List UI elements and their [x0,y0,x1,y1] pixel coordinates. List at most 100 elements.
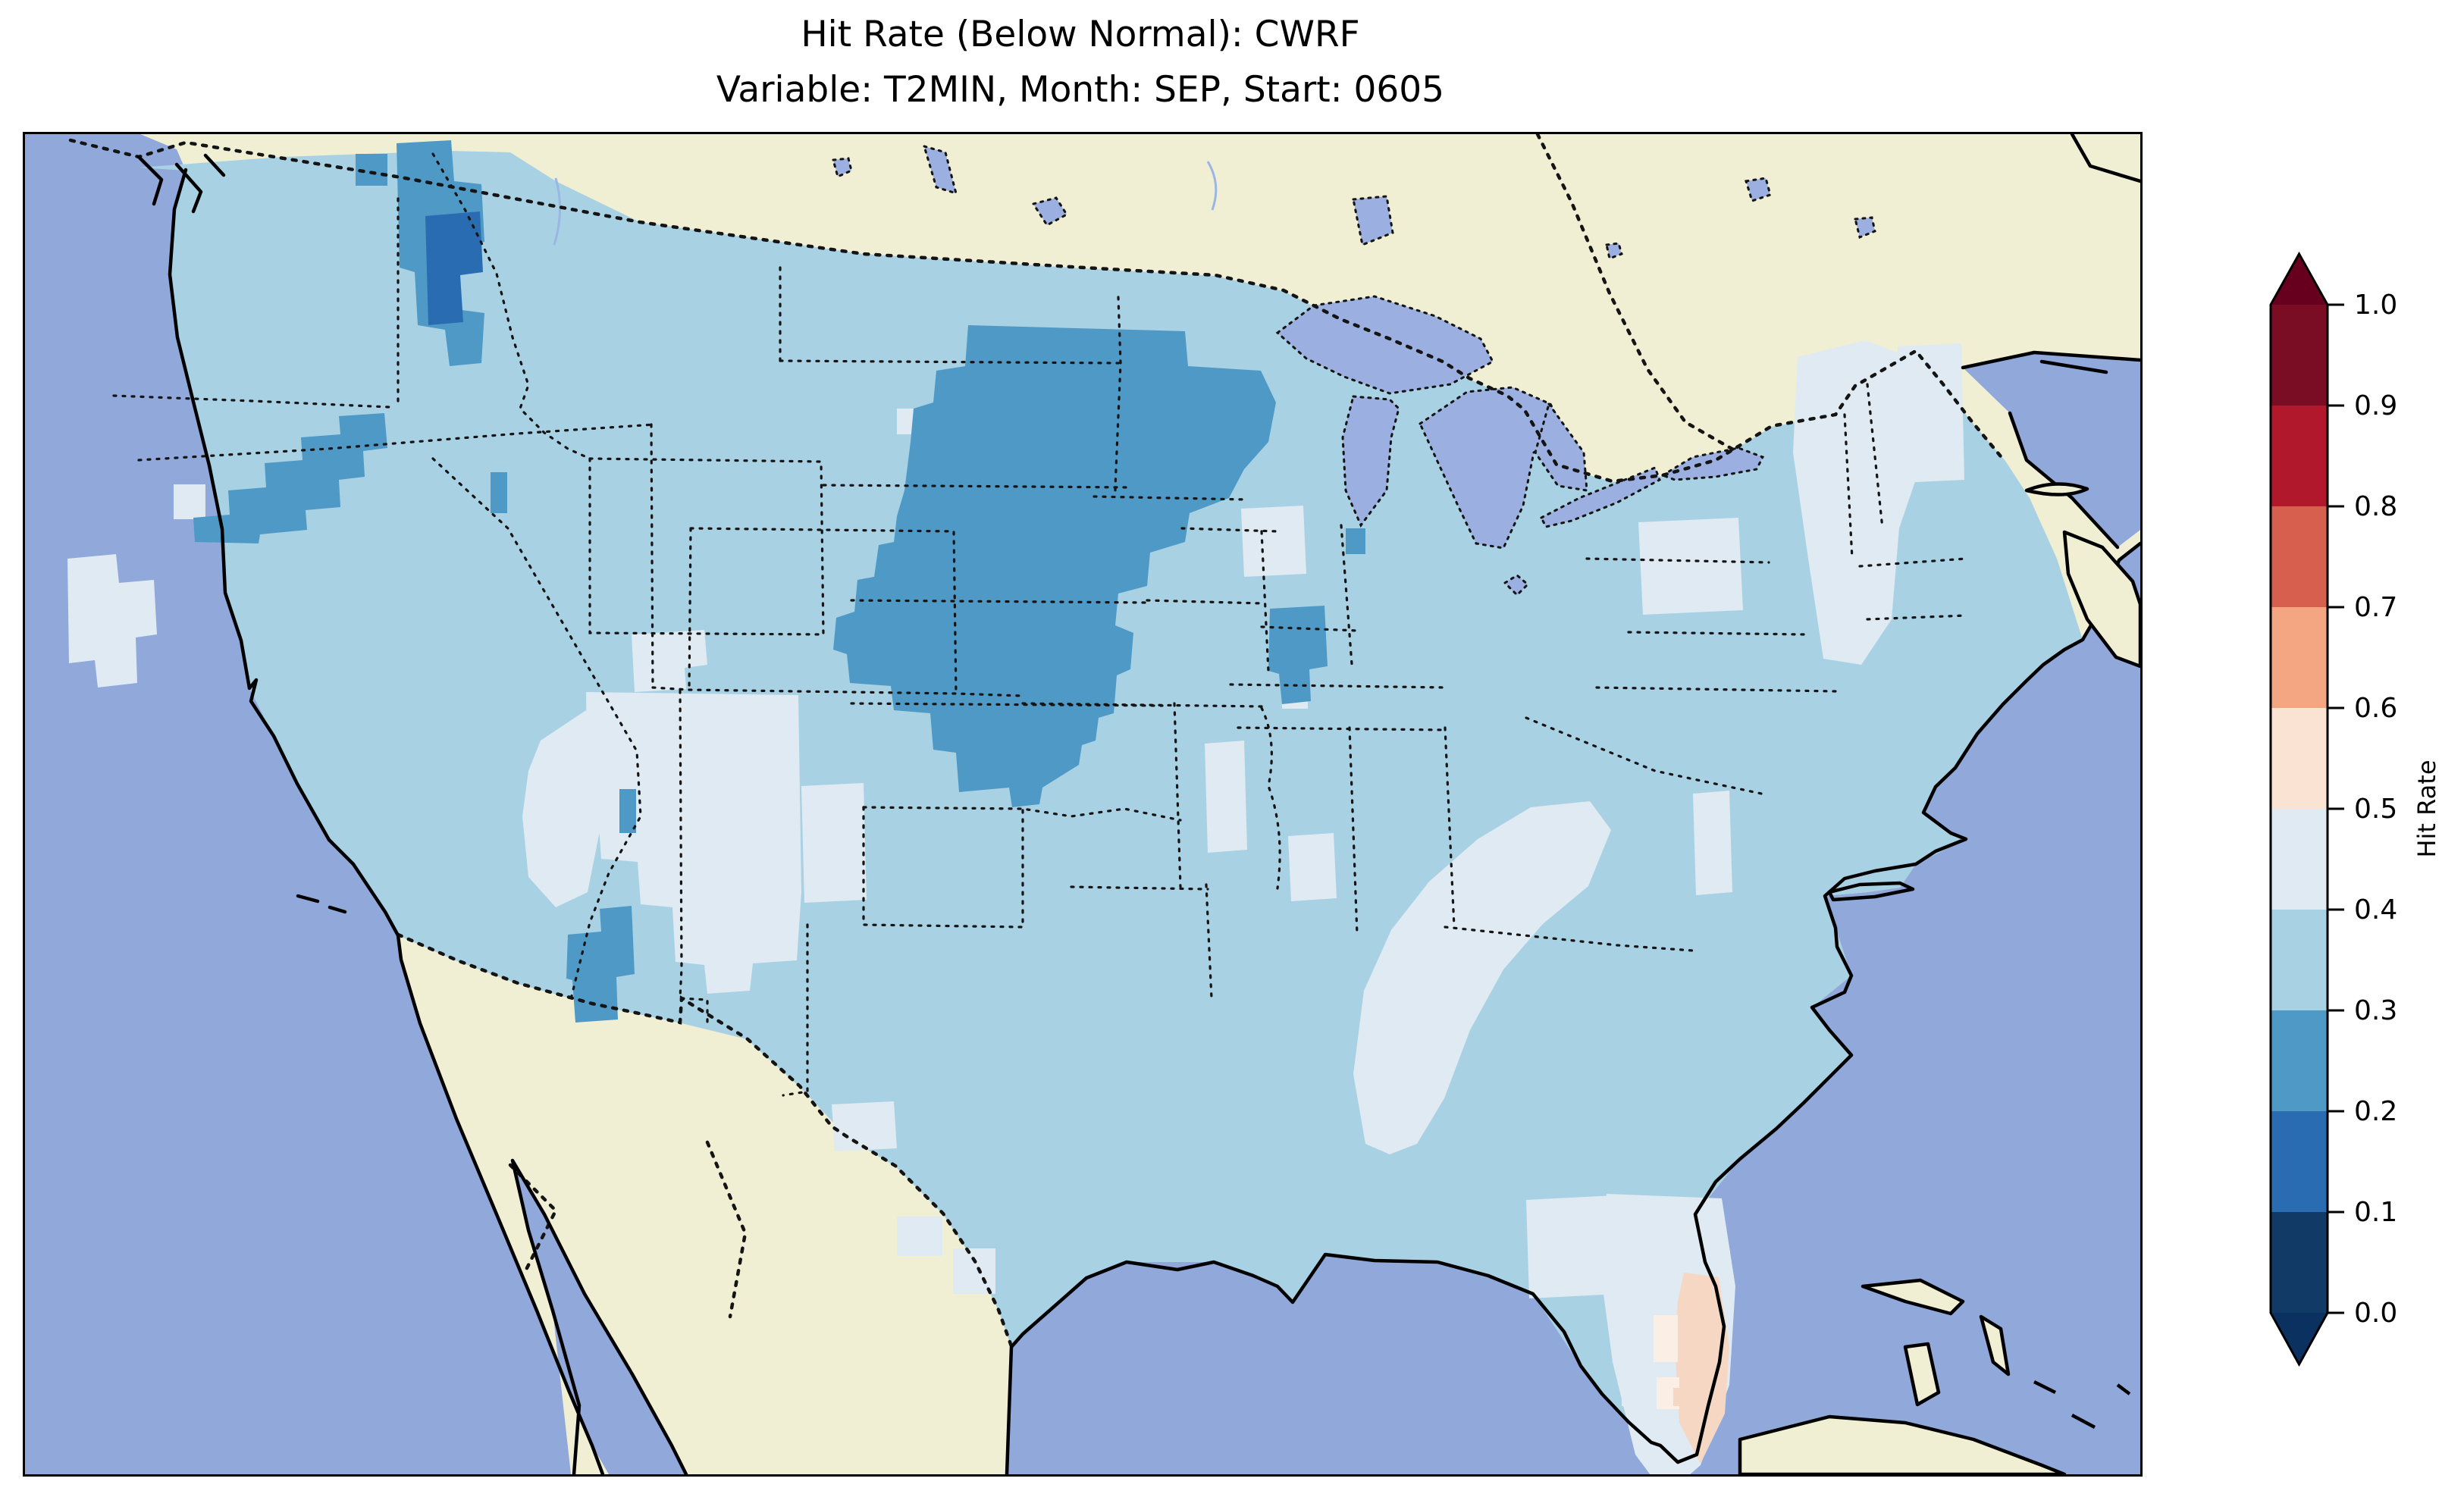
border-mexico-states-2 [705,1140,748,1319]
cuba [1738,1414,2067,1474]
patch-arizona-highlands [522,710,603,907]
border-mi-south [1260,625,1359,632]
colorbar-segment [2271,1010,2328,1111]
lake-superior [1275,295,1495,395]
colorbar-segments [2269,251,2329,1367]
lake-michigan [1341,395,1400,528]
tick-label: 0.3 [2354,995,2397,1026]
patch-west-texas [801,783,867,903]
colorbar-ticks [2328,303,2344,1314]
border-ny-vt [1843,413,1854,560]
coast-puget-sound [136,153,226,214]
colorbar-segment [2271,305,2328,406]
coast-long-island [1827,881,1915,902]
border-nc-sc [1525,716,1763,795]
border-37n [651,686,1024,697]
patch-oregon-idaho-band [193,413,387,543]
patch-ocean-cell-pale-1 [1622,1388,1643,1406]
patch-new-england [1793,340,1925,665]
rivers [553,161,1218,246]
colorbar-segment [2271,1212,2328,1313]
border-va-nc [1595,686,1837,693]
colorbar-segment [2271,406,2328,506]
patch-south-utah [632,630,707,692]
border-nv-ca [431,457,642,1004]
colorbar-arrow-over [2271,254,2328,305]
patch-central-texas [832,1101,897,1151]
lakes [832,144,1876,597]
patch-texas-coast-cell-1 [897,1217,942,1256]
patch-michigan-cell-1 [1241,506,1306,577]
figure-title: Hit Rate (Below Normal): CWRF Variable: … [23,8,2138,118]
tick-label: 0.8 [2354,491,2397,522]
border-al-ga [1444,726,1456,929]
border-ct-ma [1866,614,1967,621]
us-data-region [139,151,2083,1445]
patch-maine-center [1898,343,1964,483]
patch-las-vegas-cell [619,789,636,833]
border-ks-ok [850,702,1164,707]
border-id-mt [431,152,591,460]
border-tn-north [1229,683,1447,689]
border-tx-panhandle [862,806,1024,929]
patch-ocean-cell-pink [1673,1388,1694,1406]
patch-ohio-indiana [1268,606,1328,704]
patch-nw-border-cell [356,154,387,186]
border-nv-ut [650,423,654,689]
coast-anticosti [2039,359,2108,374]
border-ma-north [1858,557,1967,568]
hit-rate-patches [67,140,1964,1474]
nova-scotia [2062,530,2140,669]
border-mn-ia [1092,495,1247,501]
colorbar-segment [2271,607,2328,708]
patch-yuma [566,906,635,1023]
patch-nc-coast [1693,791,1732,895]
coast-channel-islands [296,894,347,914]
border-nd-sd [779,359,1120,365]
tick-label: 0.1 [2354,1197,2397,1228]
patch-missouri-kentucky-2 [1288,833,1337,901]
border-mn-west [1114,296,1122,498]
border-nm-tx [782,923,809,1097]
patch-missouri-kentucky-1 [1205,741,1247,853]
bahamas-eleuthera [1979,1314,2011,1377]
lake-of-the-woods [1031,196,1069,227]
prince-edward-island [2024,482,2089,496]
coast-gulf-st-lawrence [1961,350,2140,550]
border-us-canada [68,138,2006,484]
border-mo-ar [1021,702,1263,708]
gulf-of-st-lawrence [1963,352,2140,547]
border-wa-or [112,394,390,409]
patch-montana-idaho-core [425,211,483,325]
map-canvas [23,132,2143,1477]
patch-appalachians [1353,801,1611,1154]
coastlines [136,134,2140,1474]
patch-south-idaho-cell [491,472,507,513]
patch-florida-warm-cell-1 [1654,1315,1678,1362]
colorbar-axis-label: Hit Rate [2412,760,2441,857]
lake-huron [1419,386,1567,550]
coast-newfoundland [2070,134,2140,183]
tick-label: 0.7 [2354,592,2397,623]
border-ontario-quebec [1535,134,1741,455]
border-az-nm [679,689,709,1024]
patch-california-coast [67,554,157,687]
patch-new-mexico [586,692,801,994]
canadian-lake-3 [832,157,853,179]
colorbar-segment [2271,1111,2328,1212]
tick-label: 0.4 [2354,894,2397,926]
river-canada-1 [553,177,561,246]
colorbar: 1.0 0.9 0.8 0.7 0.6 0.5 0.4 0.3 0.2 0.1 … [2269,251,2441,1367]
tick-label: 0.2 [2354,1096,2397,1127]
state-borders [112,152,1967,1097]
tick-label: 0.9 [2354,390,2397,421]
border-ok-ar [1173,702,1182,888]
border-ga-fl [1444,926,1694,952]
title-line-2: Variable: T2MIN, Month: SEP, Start: 0605 [716,68,1445,111]
lake-ontario [1660,446,1765,481]
river-canada-2 [1206,161,1218,211]
border-vt-nh [1866,383,1884,530]
patch-upper-midwest-plains [833,325,1276,807]
border-wyoming [588,457,825,636]
